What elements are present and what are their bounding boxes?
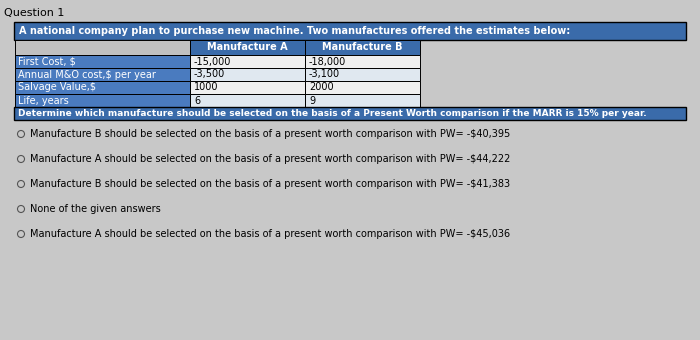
Circle shape xyxy=(18,181,24,187)
Text: Salvage Value,$: Salvage Value,$ xyxy=(18,83,96,92)
Bar xyxy=(15,68,190,81)
Text: A national company plan to purchase new machine. Two manufactures offered the es: A national company plan to purchase new … xyxy=(19,26,570,36)
Text: -18,000: -18,000 xyxy=(309,56,346,67)
Circle shape xyxy=(18,131,24,137)
Bar xyxy=(190,81,305,94)
Circle shape xyxy=(18,205,24,212)
Bar xyxy=(15,40,190,55)
Text: Life, years: Life, years xyxy=(18,96,69,105)
Bar xyxy=(305,40,420,55)
Bar xyxy=(305,81,420,94)
Text: 9: 9 xyxy=(309,96,315,105)
Bar xyxy=(14,107,686,120)
Text: -3,500: -3,500 xyxy=(194,69,225,80)
Bar xyxy=(14,22,686,40)
Text: Annual M&O cost,$ per year: Annual M&O cost,$ per year xyxy=(18,69,156,80)
Text: 1000: 1000 xyxy=(194,83,218,92)
Text: Manufacture B: Manufacture B xyxy=(322,42,402,52)
Bar xyxy=(15,81,190,94)
Text: Manufacture A should be selected on the basis of a present worth comparison with: Manufacture A should be selected on the … xyxy=(30,154,510,164)
Text: -3,100: -3,100 xyxy=(309,69,340,80)
Text: Manufacture A: Manufacture A xyxy=(207,42,288,52)
Text: Manufacture B should be selected on the basis of a present worth comparison with: Manufacture B should be selected on the … xyxy=(30,179,510,189)
Bar xyxy=(15,94,190,107)
Bar xyxy=(305,55,420,68)
Bar xyxy=(305,68,420,81)
Circle shape xyxy=(18,231,24,238)
Text: None of the given answers: None of the given answers xyxy=(30,204,161,214)
Text: -15,000: -15,000 xyxy=(194,56,232,67)
Text: Manufacture B should be selected on the basis of a present worth comparison with: Manufacture B should be selected on the … xyxy=(30,129,510,139)
Text: Manufacture A should be selected on the basis of a present worth comparison with: Manufacture A should be selected on the … xyxy=(30,229,510,239)
Text: 6: 6 xyxy=(194,96,200,105)
Text: First Cost, $: First Cost, $ xyxy=(18,56,76,67)
Bar xyxy=(190,94,305,107)
Circle shape xyxy=(18,155,24,163)
Text: 2000: 2000 xyxy=(309,83,334,92)
Text: Question 1: Question 1 xyxy=(4,8,64,18)
Bar xyxy=(305,94,420,107)
Bar xyxy=(190,55,305,68)
Bar xyxy=(190,68,305,81)
Text: Determine which manufacture should be selected on the basis of a Present Worth c: Determine which manufacture should be se… xyxy=(18,109,647,118)
Bar xyxy=(190,40,305,55)
Bar xyxy=(15,55,190,68)
